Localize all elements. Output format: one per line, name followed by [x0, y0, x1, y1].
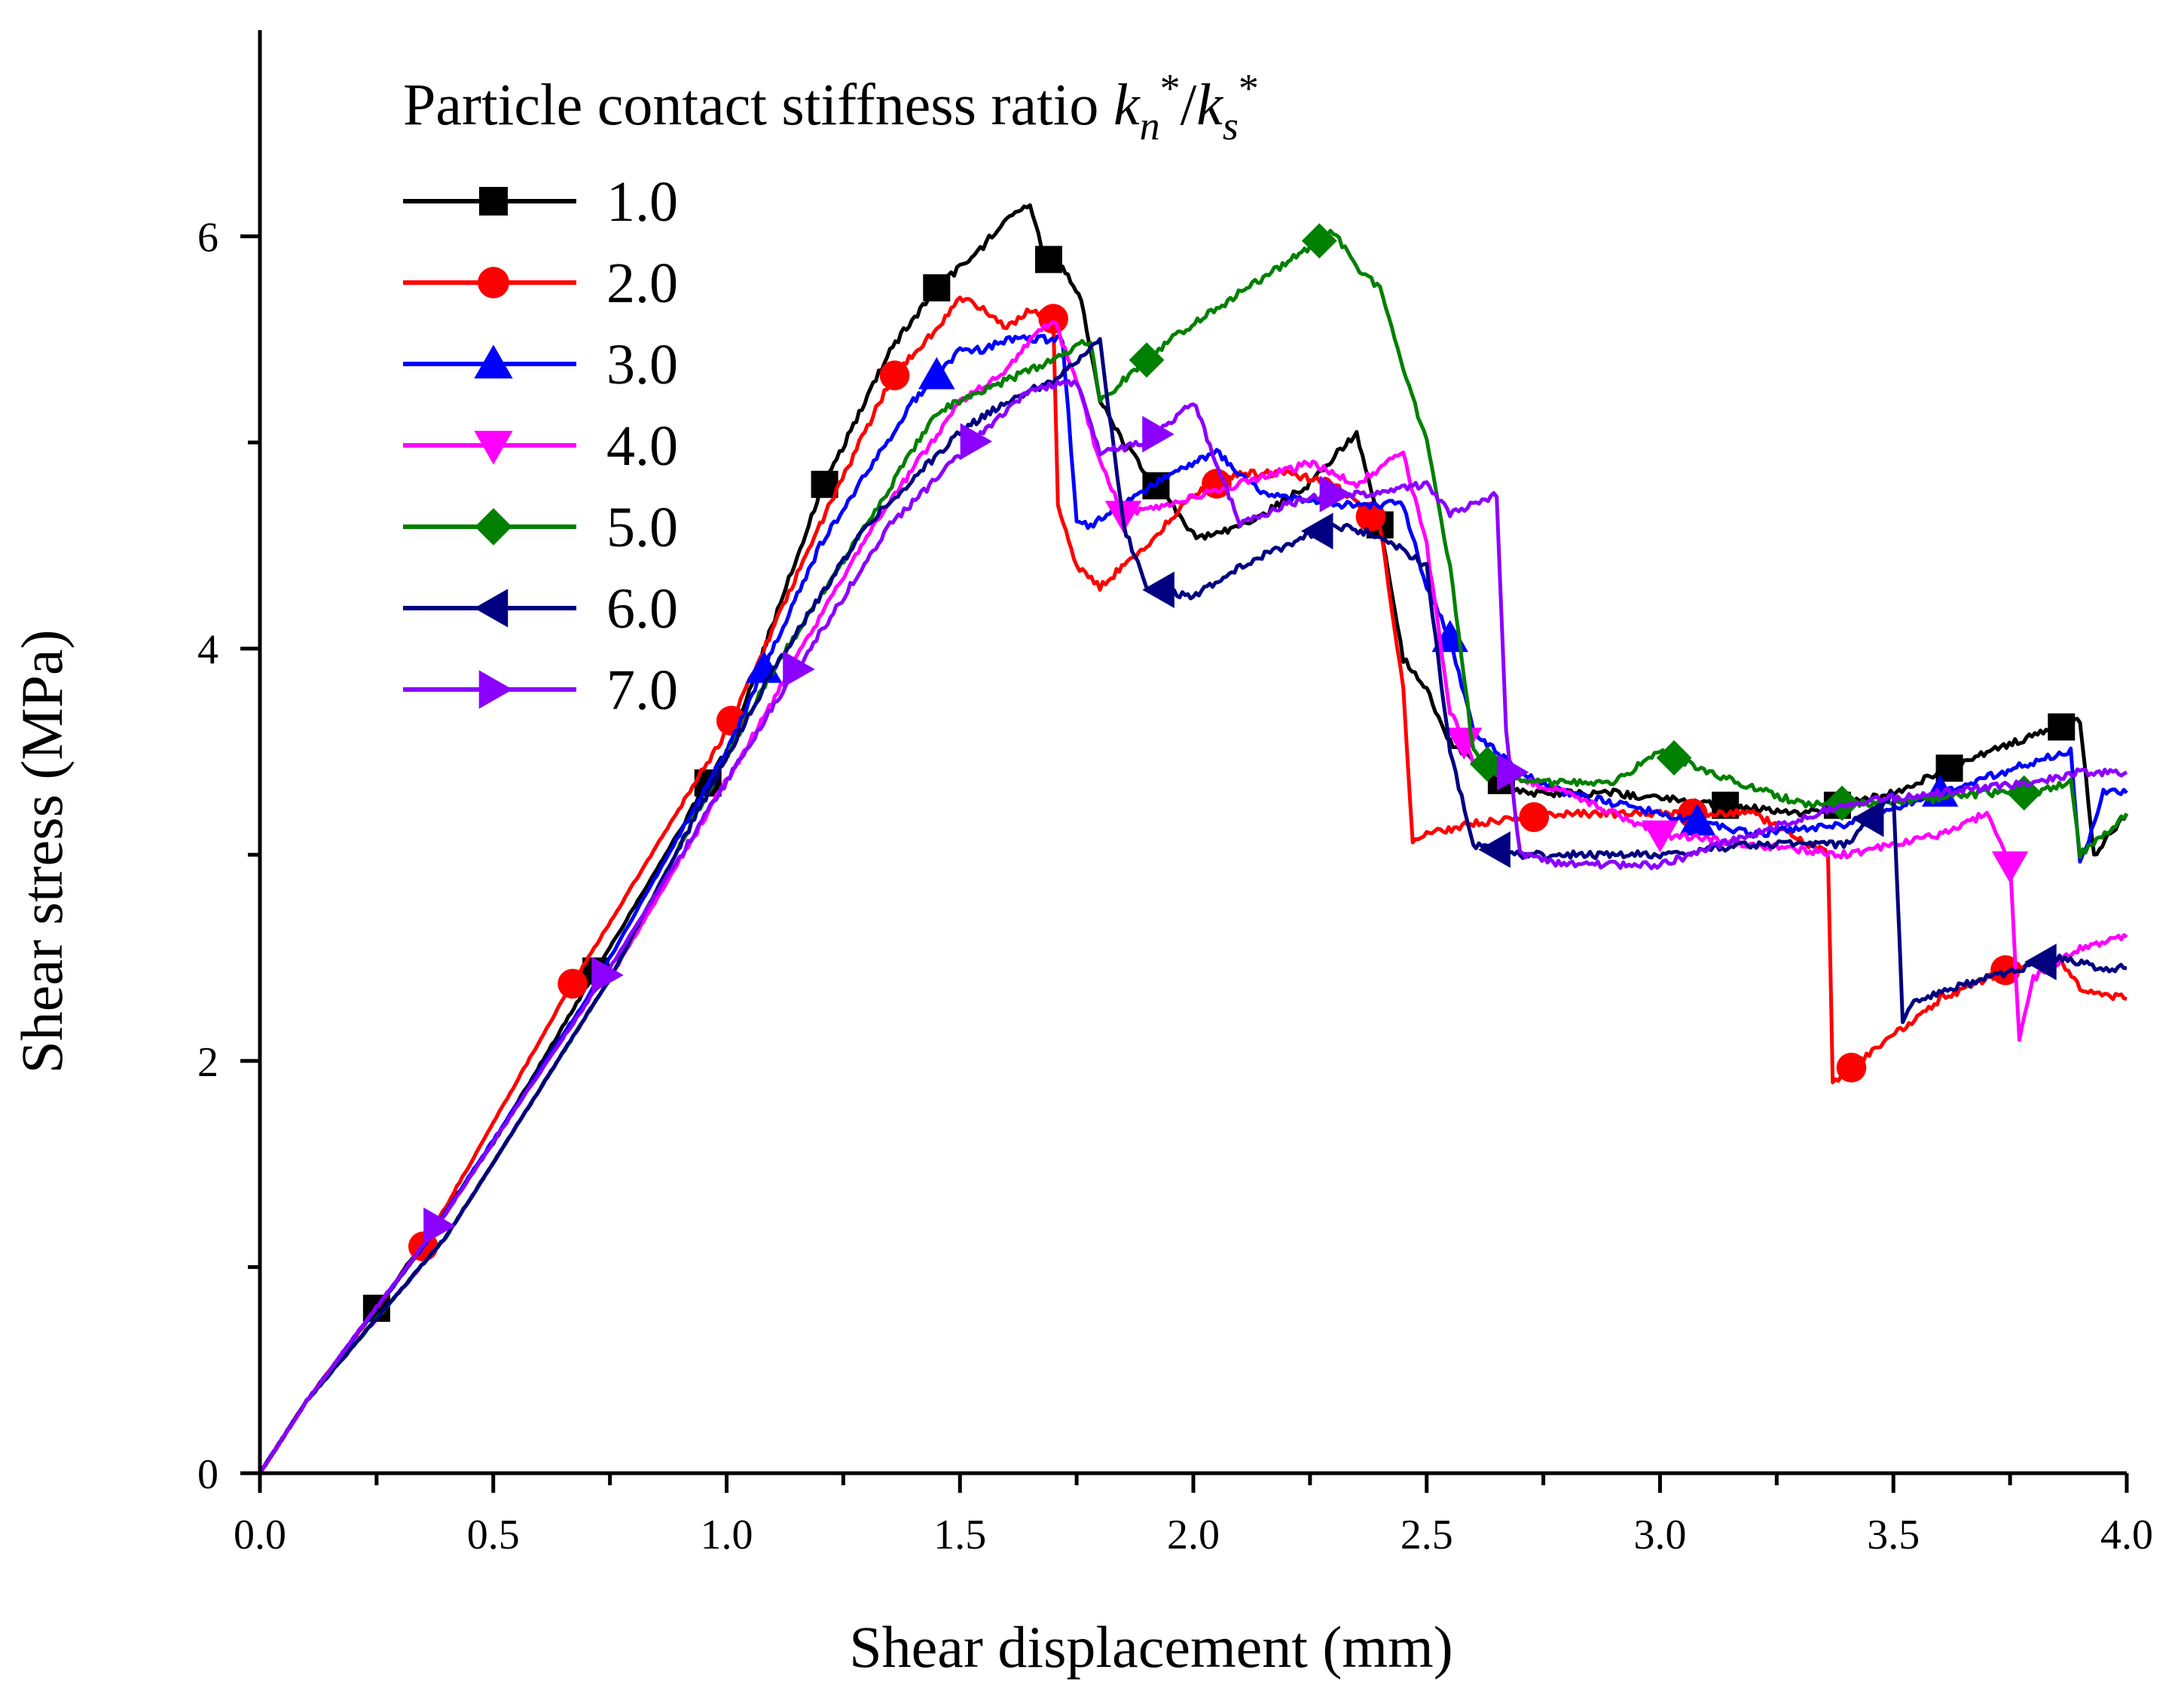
data-point-5.0 [1656, 740, 1692, 776]
data-point-2.0 [1355, 501, 1386, 532]
legend-title-sup-1: * [1160, 66, 1181, 111]
tick-labels: 0.0 0.5 1.0 1.5 2.0 2.5 3.0 3.5 4.0 0 2 4 6 [197, 215, 2153, 1558]
legend-item-1.0: 1.0 [403, 170, 678, 234]
x-tick-label: 3.0 [1634, 1512, 1687, 1558]
legend-label: 1.0 [606, 170, 678, 234]
x-tick-label: 0.0 [234, 1512, 286, 1558]
data-point-2.0 [879, 360, 910, 391]
y-tick-label: 0 [197, 1451, 218, 1498]
data-point-7.0 [423, 1207, 456, 1245]
series-line-4.0 [258, 320, 2128, 1475]
data-point-5.0 [1129, 342, 1165, 378]
legend-marker [474, 430, 513, 465]
data-point-2.0 [1836, 1052, 1867, 1083]
data-point-4.0 [1642, 820, 1678, 853]
data-point-6.0 [1142, 571, 1174, 609]
legend-marker [478, 267, 509, 298]
data-point-7.0 [591, 956, 624, 994]
series-line-3.0 [258, 334, 2128, 1475]
data-point-7.0 [960, 423, 993, 460]
legend-item-5.0: 5.0 [403, 496, 678, 559]
x-tick-label: 4.0 [2100, 1512, 2153, 1558]
data-point-6.0 [1851, 800, 1884, 837]
series-line-6.0 [258, 337, 2127, 1474]
data-point-4.0 [1991, 851, 2029, 884]
data-point-5.0 [1301, 223, 1337, 258]
x-tick-label: 1.0 [701, 1512, 753, 1558]
series-6.0 [258, 337, 2127, 1474]
x-tick-label: 3.5 [1867, 1512, 1920, 1558]
legend-title-slash: / [1181, 72, 1197, 137]
legend-marker [475, 508, 512, 546]
legend-label: 3.0 [606, 333, 678, 396]
data-point-2.0 [1519, 802, 1550, 833]
data-point-1.0 [1034, 246, 1062, 274]
y-tick-label: 6 [197, 215, 218, 261]
legend-label: 2.0 [606, 252, 678, 315]
data-point-7.0 [1497, 754, 1529, 791]
data-point-2.0 [1990, 955, 2021, 986]
x-tick-label: 2.5 [1401, 1512, 1453, 1558]
plot-area [258, 203, 2129, 1475]
data-point-7.0 [783, 650, 815, 688]
y-tick-label: 2 [197, 1039, 218, 1086]
data-point-7.0 [1142, 415, 1174, 453]
legend-marker [478, 670, 513, 709]
axes [240, 30, 2129, 1493]
legend-item-7.0: 7.0 [403, 659, 678, 722]
legend-title-sup-2: * [1239, 66, 1259, 111]
legend-marker [474, 344, 513, 379]
data-point-2.0 [557, 968, 588, 999]
legend-title-k2: k [1196, 72, 1223, 137]
data-point-1.0 [2048, 713, 2076, 741]
series-line-2.0 [258, 295, 2127, 1475]
data-point-7.0 [1319, 475, 1352, 512]
series-4.0 [258, 320, 2128, 1475]
legend-item-6.0: 6.0 [403, 577, 678, 641]
legend-title-sub-s: s [1223, 103, 1239, 148]
legend-label: 6.0 [606, 577, 678, 641]
y-tick-label: 4 [197, 627, 218, 674]
legend: Particle contact stiffness ratio kn*/ks*… [403, 66, 1259, 722]
series-3.0 [258, 334, 2128, 1475]
series-line-7.0 [258, 379, 2128, 1475]
legend-title-prefix: Particle contact stiffness ratio [403, 72, 1113, 137]
data-point-6.0 [2024, 943, 2057, 980]
data-point-5.0 [1469, 746, 1505, 782]
data-point-3.0 [918, 356, 955, 390]
series-line-5.0 [258, 228, 2129, 1475]
legend-label: 4.0 [606, 414, 678, 478]
series-5.0 [258, 223, 2129, 1475]
x-tick-label: 0.5 [467, 1512, 520, 1558]
series-line-1.0 [258, 203, 2129, 1474]
y-axis-title: Shear stress (MPa) [9, 629, 75, 1073]
legend-label: 5.0 [606, 496, 678, 559]
x-tick-label: 1.5 [933, 1512, 986, 1558]
legend-title-k1: k [1113, 72, 1141, 137]
legend-marker [474, 589, 509, 628]
data-point-4.0 [1446, 727, 1483, 760]
data-point-1.0 [923, 274, 951, 301]
legend-item-3.0: 3.0 [403, 333, 678, 396]
legend-marker [479, 187, 508, 216]
x-axis-title: Shear displacement (mm) [849, 1614, 1452, 1680]
series-2.0 [258, 295, 2127, 1475]
series-1.0 [258, 203, 2129, 1474]
x-tick-label: 2.0 [1167, 1512, 1220, 1558]
legend-item-2.0: 2.0 [403, 252, 678, 315]
legend-title-sub-n: n [1140, 103, 1160, 148]
series-7.0 [258, 379, 2128, 1475]
legend-title: Particle contact stiffness ratio kn*/ks* [403, 66, 1259, 148]
data-point-6.0 [1300, 512, 1333, 550]
legend-item-4.0: 4.0 [403, 414, 678, 478]
data-point-6.0 [1478, 831, 1510, 868]
data-point-3.0 [1678, 803, 1716, 836]
legend-label: 7.0 [606, 659, 678, 722]
